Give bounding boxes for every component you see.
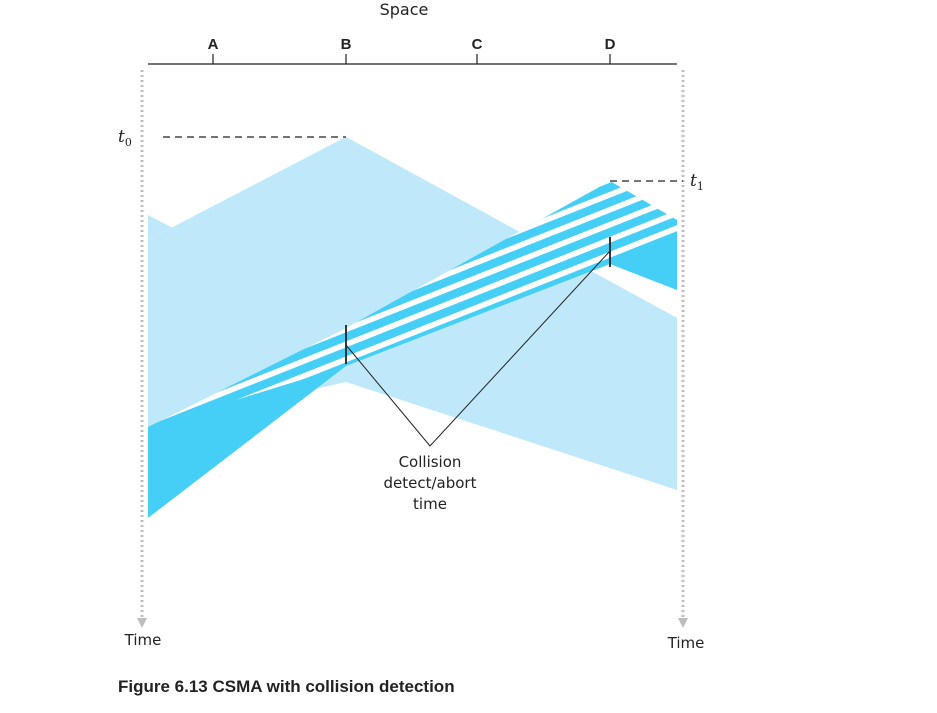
collision-stripe	[148, 181, 677, 189]
station-a: A	[208, 36, 219, 64]
t1-label-sub: 1	[697, 180, 704, 193]
t1-label-base: t	[690, 171, 697, 191]
station-c: C	[472, 36, 483, 64]
time-label-right: Time	[667, 634, 705, 652]
time-label-left: Time	[124, 631, 162, 649]
t0-label-base: t	[118, 127, 125, 147]
station-a-label: A	[208, 36, 219, 53]
station-d: D	[605, 36, 616, 64]
t0-label: t0	[118, 127, 132, 149]
space-axis-label: Space	[380, 0, 429, 19]
station-d-label: D	[605, 36, 616, 53]
collision-callout-line-2: detect/abort	[384, 474, 477, 492]
collision-callout-line-3: time	[413, 495, 447, 513]
collision-callout-line-1: Collision	[399, 453, 462, 471]
t0-label-sub: 0	[125, 136, 132, 149]
figure-caption: Figure 6.13 CSMA with collision detectio…	[118, 677, 455, 696]
station-c-label: C	[472, 36, 483, 53]
time-axis-left-arrow	[137, 618, 147, 628]
collision-stripe	[148, 201, 677, 427]
collision-stripe	[148, 181, 677, 204]
collision-callout-lines	[345, 250, 611, 447]
time-axis-right-arrow	[678, 618, 688, 628]
t1-label: t1	[690, 171, 704, 193]
station-b-label: B	[341, 36, 352, 53]
station-b: B	[341, 36, 352, 64]
